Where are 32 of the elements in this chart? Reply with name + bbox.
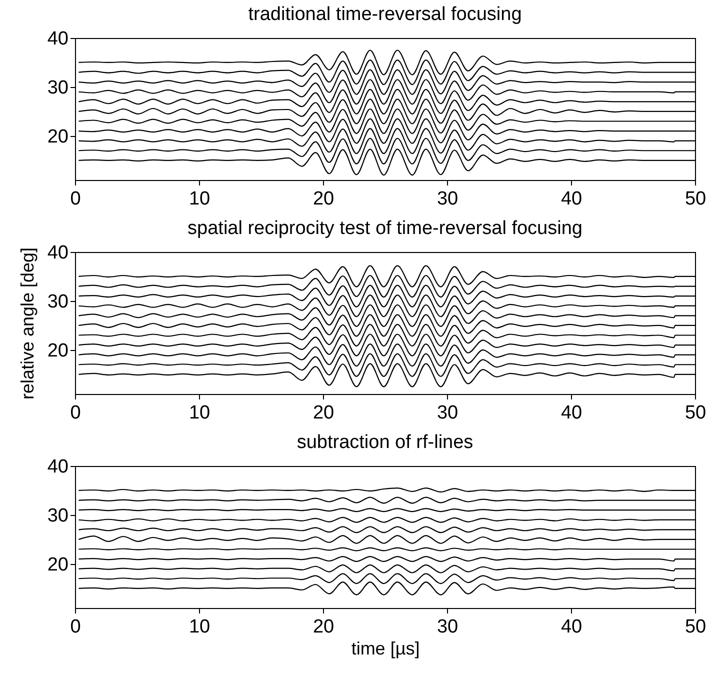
x-tick-label: 50 (684, 188, 706, 210)
x-tick-label: 20 (312, 616, 334, 638)
chart-title: spatial reciprocity test of time-reversal focusing (188, 218, 582, 239)
y-tick-label: 20 (47, 340, 68, 362)
y-tick-label: 40 (47, 28, 68, 50)
y-tick-label: 30 (47, 505, 68, 526)
y-tick-label: 40 (47, 242, 68, 264)
x-tick-label: 50 (684, 402, 706, 424)
x-tick-label: 0 (70, 188, 81, 210)
x-tick-label: 10 (188, 616, 210, 638)
x-tick-label: 0 (70, 402, 81, 424)
x-tick-label: 40 (560, 402, 582, 424)
x-tick-label: 20 (312, 402, 334, 424)
x-tick-label: 10 (188, 402, 210, 424)
y-axis-title: relative angle [deg] (17, 247, 38, 400)
y-tick-label: 20 (47, 554, 68, 576)
y-tick-label: 20 (47, 126, 68, 148)
y-tick-label: 30 (47, 77, 68, 98)
x-tick-label: 30 (436, 188, 458, 210)
x-tick-label: 40 (560, 188, 582, 210)
x-axis-title: time [µs] (351, 638, 420, 658)
x-tick-label: 40 (560, 616, 582, 638)
x-tick-label: 30 (436, 402, 458, 424)
x-tick-label: 10 (188, 188, 210, 210)
y-tick-label: 30 (47, 291, 68, 312)
x-tick-label: 0 (70, 616, 81, 638)
x-tick-label: 30 (436, 616, 458, 638)
x-tick-label: 20 (312, 188, 334, 210)
y-tick-label: 40 (47, 456, 68, 478)
chart-title: subtraction of rf-lines (296, 432, 474, 453)
x-tick-label: 50 (684, 616, 706, 638)
chart-title: traditional time-reversal focusing (248, 4, 522, 25)
